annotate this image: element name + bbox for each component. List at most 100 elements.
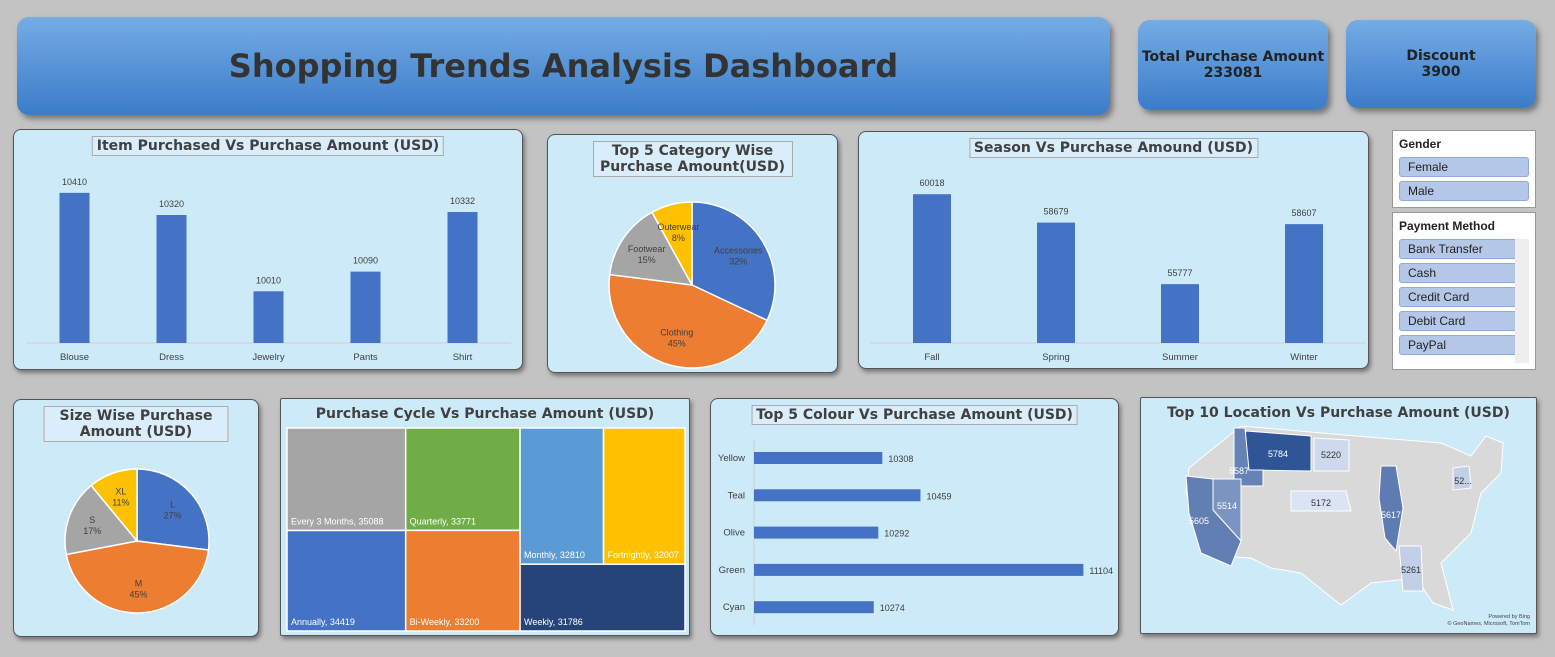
map-label: 5617 bbox=[1381, 510, 1401, 520]
slicer-item[interactable]: Cash bbox=[1399, 263, 1529, 283]
bar bbox=[156, 215, 187, 343]
chart-panel: Item Purchased Vs Purchase Amount (USD) … bbox=[13, 129, 523, 370]
x-tick-label: Jewelry bbox=[252, 352, 284, 363]
slice-value: 11% bbox=[112, 497, 129, 507]
slicer-item[interactable]: Credit Card bbox=[1399, 287, 1529, 307]
slice-label: M bbox=[135, 578, 143, 588]
bar bbox=[913, 194, 951, 343]
data-label: 11104 bbox=[1089, 566, 1113, 576]
data-label: 10090 bbox=[353, 256, 378, 266]
bar bbox=[1285, 224, 1323, 343]
chart-title: Season Vs Purchase Amound (USD) bbox=[968, 138, 1259, 158]
pie-slice bbox=[64, 484, 139, 556]
treemap-tile bbox=[519, 427, 605, 565]
slicer-item[interactable]: PayPal bbox=[1399, 335, 1529, 355]
data-label: 10459 bbox=[926, 491, 951, 501]
x-tick-label: Pants bbox=[353, 352, 378, 363]
bar bbox=[447, 212, 478, 343]
pie-slice bbox=[650, 201, 693, 286]
bar bbox=[754, 489, 921, 502]
bar bbox=[59, 192, 90, 343]
slice-label: L bbox=[170, 500, 175, 510]
slice-label: S bbox=[89, 515, 95, 525]
data-label: 55777 bbox=[1167, 268, 1192, 278]
bar bbox=[253, 291, 284, 343]
map-region bbox=[1313, 437, 1350, 472]
kpi-value: 233081 bbox=[1203, 65, 1263, 81]
attribution: © GeoNames, Microsoft, TomTom bbox=[1448, 620, 1531, 627]
x-tick-label: Fall bbox=[924, 352, 939, 363]
chart-title: Top 5 Category Wise Purchase Amount(USD) bbox=[592, 141, 793, 177]
chart-panel: Top 5 Category Wise Purchase Amount(USD)… bbox=[547, 134, 838, 373]
map-label: 5784 bbox=[1268, 449, 1288, 459]
bar bbox=[754, 563, 1084, 576]
map-region bbox=[1398, 545, 1424, 592]
kpi-label: Total Purchase Amount bbox=[1141, 49, 1325, 65]
y-tick-label: Yellow bbox=[718, 453, 745, 464]
map-label: 52... bbox=[1454, 476, 1472, 486]
chart: 10308 Yellow 10459 Teal 10292 Olive 11104 Green… bbox=[718, 440, 1113, 626]
data-label: 10332 bbox=[450, 196, 475, 206]
bar bbox=[754, 526, 879, 539]
tile-label: Quarterly, 33771 bbox=[410, 516, 476, 526]
tile-label: Annually, 34419 bbox=[291, 617, 355, 627]
pie-slice bbox=[136, 468, 210, 551]
chart-panel: Top 10 Location Vs Purchase Amount (USD)… bbox=[1140, 397, 1537, 634]
slicer-item[interactable]: Male bbox=[1399, 181, 1529, 201]
slice-label: Footwear bbox=[628, 244, 666, 254]
tile-label: Monthly, 32810 bbox=[524, 550, 585, 560]
chart-title: Item Purchased Vs Purchase Amount (USD) bbox=[91, 136, 445, 156]
chart-title: Top 10 Location Vs Purchase Amount (USD) bbox=[1167, 405, 1510, 421]
x-tick-label: Dress bbox=[159, 352, 184, 363]
data-label: 10274 bbox=[880, 603, 905, 613]
bar bbox=[350, 271, 381, 343]
slicer-item[interactable]: Bank Transfer bbox=[1399, 239, 1529, 259]
chart-panel: Season Vs Purchase Amound (USD) 60018 Fal… bbox=[858, 131, 1369, 369]
map-label: 5514 bbox=[1217, 501, 1237, 511]
slicer-item[interactable]: Debit Card bbox=[1399, 311, 1529, 331]
x-tick-label: Winter bbox=[1290, 352, 1317, 363]
x-tick-label: Shirt bbox=[453, 352, 473, 363]
slicer-item[interactable]: Female bbox=[1399, 157, 1529, 177]
treemap-tile bbox=[286, 427, 407, 532]
x-tick-label: Blouse bbox=[60, 352, 89, 363]
data-label: 58607 bbox=[1291, 208, 1316, 218]
pie-slice bbox=[691, 201, 776, 322]
x-tick-label: Spring bbox=[1042, 352, 1069, 363]
slice-label: Clothing bbox=[660, 328, 693, 338]
slice-label: Outerwear bbox=[657, 222, 699, 232]
treemap-tile bbox=[602, 427, 686, 565]
slicer-title: Gender bbox=[1399, 137, 1442, 151]
chart: 5784 5220 5587 5514 5605 5172 5617 5261 52... Pow… bbox=[1185, 425, 1531, 627]
tile-label: Fortnightly, 32007 bbox=[608, 550, 679, 560]
map-label: 5261 bbox=[1401, 565, 1421, 575]
tile-label: Every 3 Months, 35088 bbox=[291, 516, 384, 526]
scrollbar[interactable] bbox=[1515, 239, 1529, 363]
slice-value: 17% bbox=[83, 526, 101, 536]
kpi-label: Discount bbox=[1406, 48, 1476, 64]
attribution: Powered by Bing bbox=[1488, 614, 1530, 620]
chart-panel: Purchase Cycle Vs Purchase Amount (USD) … bbox=[280, 398, 690, 636]
kpi-card: Discount 3900 bbox=[1346, 20, 1536, 108]
tile-label: Bi-Weekly, 33200 bbox=[410, 617, 480, 627]
pie-slice bbox=[608, 211, 694, 286]
bar bbox=[1037, 222, 1075, 343]
chart: Every 3 Months, 35088 Annually, 34419 Quar… bbox=[286, 427, 686, 632]
slice-label: Accessories bbox=[714, 246, 763, 256]
y-tick-label: Teal bbox=[728, 490, 745, 501]
data-label: 10320 bbox=[159, 199, 184, 209]
data-label: 58679 bbox=[1043, 207, 1068, 217]
tile-label: Weekly, 31786 bbox=[524, 617, 583, 627]
header: Shopping Trends Analysis Dashboard bbox=[17, 17, 1110, 115]
slice-value: 45% bbox=[668, 339, 686, 349]
y-tick-label: Olive bbox=[723, 528, 745, 539]
bar bbox=[754, 452, 883, 464]
chart-title: Purchase Cycle Vs Purchase Amount (USD) bbox=[315, 406, 655, 422]
map-label: 5605 bbox=[1189, 516, 1209, 526]
treemap-tile bbox=[519, 563, 686, 632]
slice-value: 45% bbox=[129, 589, 147, 599]
slicer: Payment Method Bank Transfer Cash Credit… bbox=[1392, 212, 1536, 370]
bar bbox=[754, 601, 874, 614]
pie-slice bbox=[608, 273, 769, 369]
